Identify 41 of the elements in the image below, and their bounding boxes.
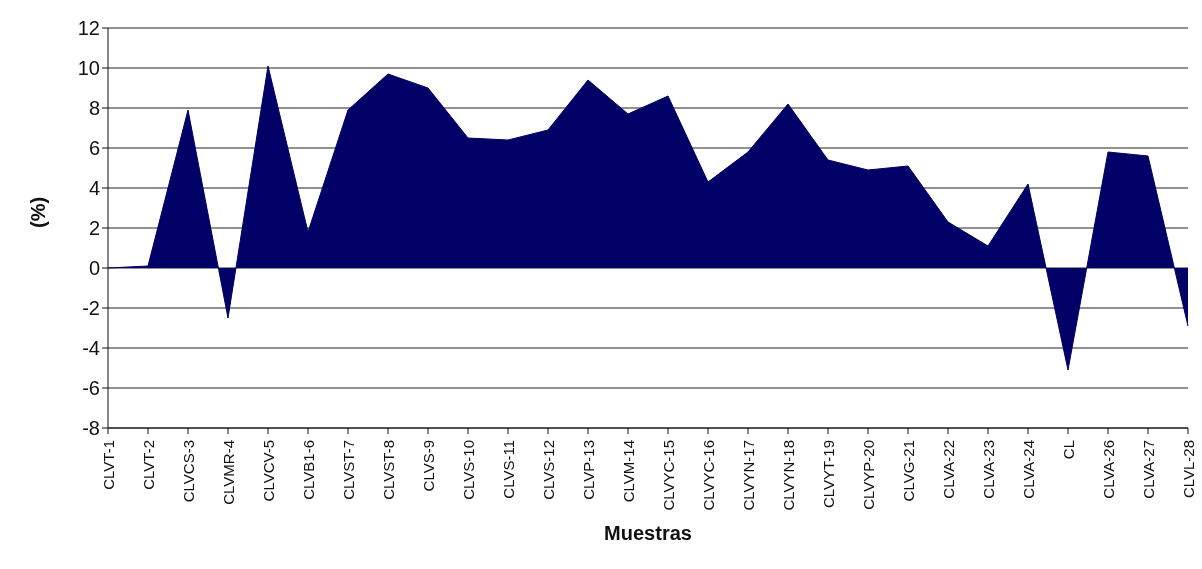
x-tick-label: CLVMR-4 [219,440,237,505]
x-tick-label: CLVP-13 [579,440,597,500]
x-tick-label: CLVST-7 [339,440,357,500]
x-tick-label: CLVYC-16 [699,440,717,511]
y-tick-label: -8 [82,417,100,440]
y-tick-label: 6 [88,137,100,160]
x-tick-label: CLVCV-5 [259,440,277,502]
x-tick-label: CLVG-21 [899,440,917,502]
x-tick-label: CLVYP-20 [859,440,877,510]
y-tick-label: 12 [77,17,100,40]
x-tick-label: CLVA-27 [1139,440,1157,499]
x-tick-label: CLVA-26 [1099,440,1117,499]
x-tick-label: CLVA-22 [939,440,957,499]
y-tick-label: 0 [88,257,100,280]
y-tick-label: 8 [88,97,100,120]
x-tick-label: CLVST-8 [379,440,397,500]
x-axis-title: Muestras [604,522,692,544]
x-tick-label: CLVS-12 [539,440,557,500]
x-tick-label: CLVM-14 [619,440,637,503]
y-tick-label: 10 [77,57,100,80]
x-tick-label: CLVB1-6 [299,440,317,500]
x-tick-label: CLVYC-15 [659,440,677,511]
x-tick-label: CLVT-2 [139,440,157,490]
y-tick-label: -6 [82,377,100,400]
x-tick-label: CLVL-28 [1179,440,1197,499]
x-tick-label: CLVYT-19 [819,440,837,509]
x-tick-label: CLVS-11 [499,440,517,499]
y-tick-label: 4 [88,177,100,200]
x-tick-label: CLVCS-3 [179,440,197,503]
x-tick-label: CLVA-24 [1019,440,1037,499]
y-tick-label: -4 [82,337,100,360]
x-tick-label: CLVT-1 [99,440,117,490]
x-tick-label: CLVA-23 [979,440,997,499]
x-tick-label: CLVYN-18 [779,440,797,511]
y-tick-label: -2 [82,297,100,320]
x-tick-label: CLVS-10 [459,440,477,500]
y-axis-title: (%) [27,196,50,228]
x-tick-label: CL [1059,440,1077,460]
x-tick-label: CLVS-9 [419,440,437,492]
x-tick-label: CLVYN-17 [739,440,757,511]
y-tick-label: 2 [88,217,100,240]
